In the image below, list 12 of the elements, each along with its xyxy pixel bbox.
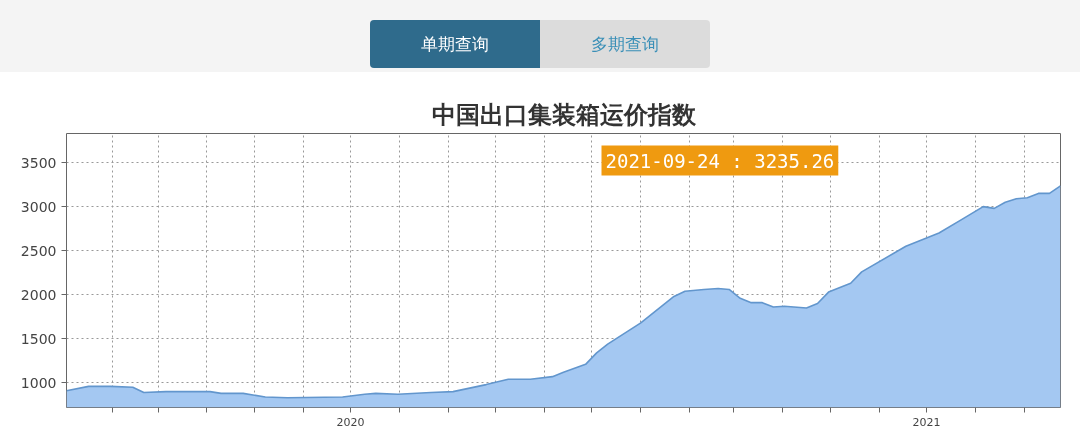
text: 多期查询 xyxy=(540,20,710,68)
y-tick-label: 3000 xyxy=(20,198,57,215)
chart-title: 中国出口集装箱运价指数 xyxy=(431,99,697,129)
y-tick-label: 2000 xyxy=(20,286,57,303)
y-tick-label: 2500 xyxy=(20,242,57,259)
y-tick-label: 1000 xyxy=(20,374,57,391)
y-tick-label: 3500 xyxy=(20,154,57,171)
y-tick-label: 1500 xyxy=(20,330,57,347)
x-tick-label: 2020 xyxy=(336,415,365,429)
text: 单期查询 xyxy=(370,20,540,68)
x-tick-label: 2021 xyxy=(912,415,941,429)
annotation: 2021-09-24 : 3235.26 xyxy=(605,149,835,172)
